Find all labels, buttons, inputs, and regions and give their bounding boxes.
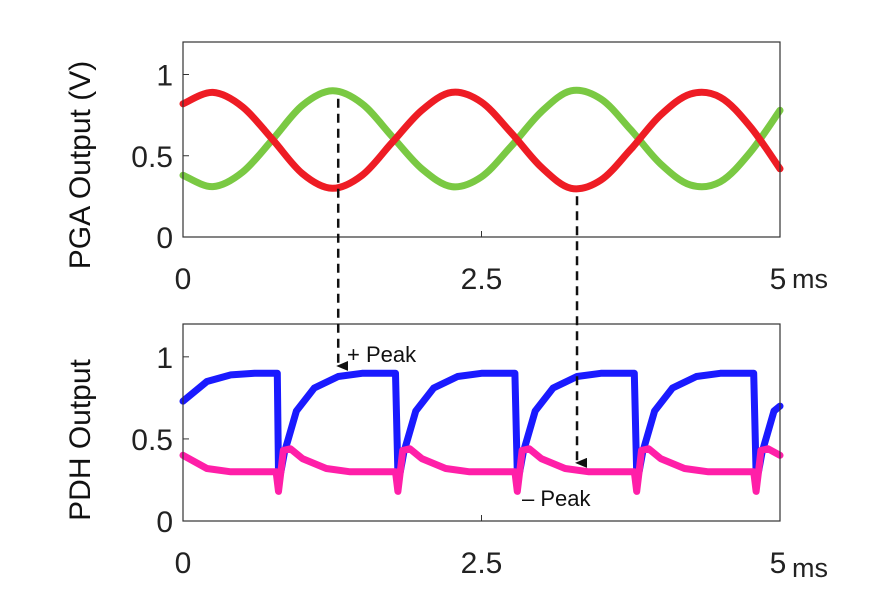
- pga-output-chart: PGA Output (V) ms 0 0.5 1 0 2.5 5: [64, 41, 828, 297]
- pga-x-tick-label: 5: [770, 263, 787, 296]
- pga-ticks: 0 0.5 1 0 2.5 5: [131, 60, 786, 297]
- pdh-y-axis-label: PDH Output: [64, 358, 97, 520]
- pdh-x-tick-label: 0: [175, 547, 192, 580]
- pdh-x-tick-label: 2.5: [461, 547, 503, 580]
- pdh-y-tick-label: 0: [156, 506, 173, 539]
- pdh-series-line-1: [179, 445, 784, 495]
- pga-series-line-1: [179, 88, 784, 193]
- pga-y-tick-label: 0: [156, 222, 173, 255]
- pga-x-tick-label: 0: [175, 263, 192, 296]
- pdh-plot-frame: [182, 323, 781, 522]
- minus-peak-label: – Peak: [522, 486, 591, 511]
- pga-x-unit: ms: [792, 264, 828, 294]
- pdh-output-chart: PDH Output ms 0 0.5 1 0 2.5 5 + Peak – Peak: [64, 323, 828, 583]
- pdh-series-line-0: [179, 369, 784, 477]
- pdh-x-tick-label: 5: [770, 547, 787, 580]
- pdh-x-unit: ms: [792, 553, 828, 583]
- pga-y-tick-label: 0.5: [131, 141, 173, 174]
- pga-x-tick-label: 2.5: [461, 263, 503, 296]
- pdh-series: [179, 369, 784, 495]
- pga-y-tick-label: 1: [156, 60, 173, 93]
- pga-series-line-0: [179, 86, 784, 191]
- pga-series: [179, 86, 784, 193]
- pdh-y-tick-label: 0.5: [131, 424, 173, 457]
- plus-peak-label: + Peak: [347, 342, 417, 367]
- pdh-y-tick-label: 1: [156, 342, 173, 375]
- pga-plot-frame: [182, 41, 781, 238]
- pga-y-axis-label: PGA Output (V): [64, 61, 97, 269]
